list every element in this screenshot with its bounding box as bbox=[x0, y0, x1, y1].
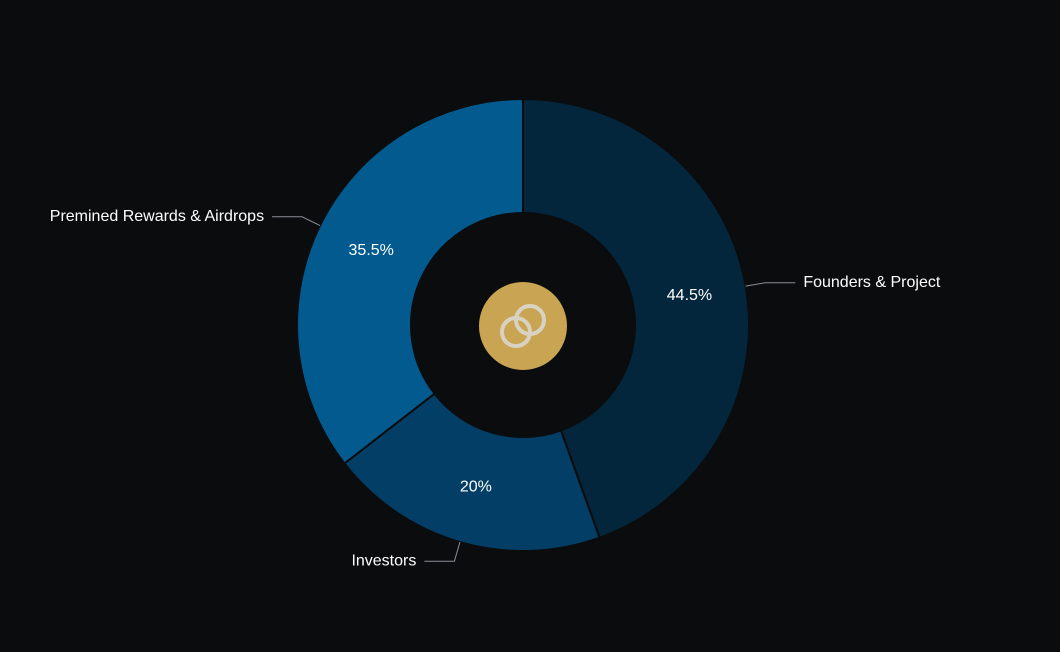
category-label: Premined Rewards & Airdrops bbox=[50, 208, 264, 225]
category-label: Investors bbox=[351, 552, 416, 569]
value-label: 35.5% bbox=[349, 242, 394, 259]
slice bbox=[522, 97, 750, 539]
value-label: 44.5% bbox=[667, 287, 712, 304]
logo bbox=[479, 282, 567, 370]
slices bbox=[296, 97, 750, 552]
slice bbox=[343, 392, 601, 552]
value-label: 20% bbox=[460, 479, 492, 496]
leader-line bbox=[745, 282, 796, 287]
category-label: Founders & Project bbox=[803, 274, 941, 291]
leader-line bbox=[424, 541, 461, 562]
logo-ring bbox=[514, 304, 546, 336]
logo-circle bbox=[479, 282, 567, 370]
leader-line bbox=[272, 216, 321, 227]
slice bbox=[296, 97, 524, 465]
